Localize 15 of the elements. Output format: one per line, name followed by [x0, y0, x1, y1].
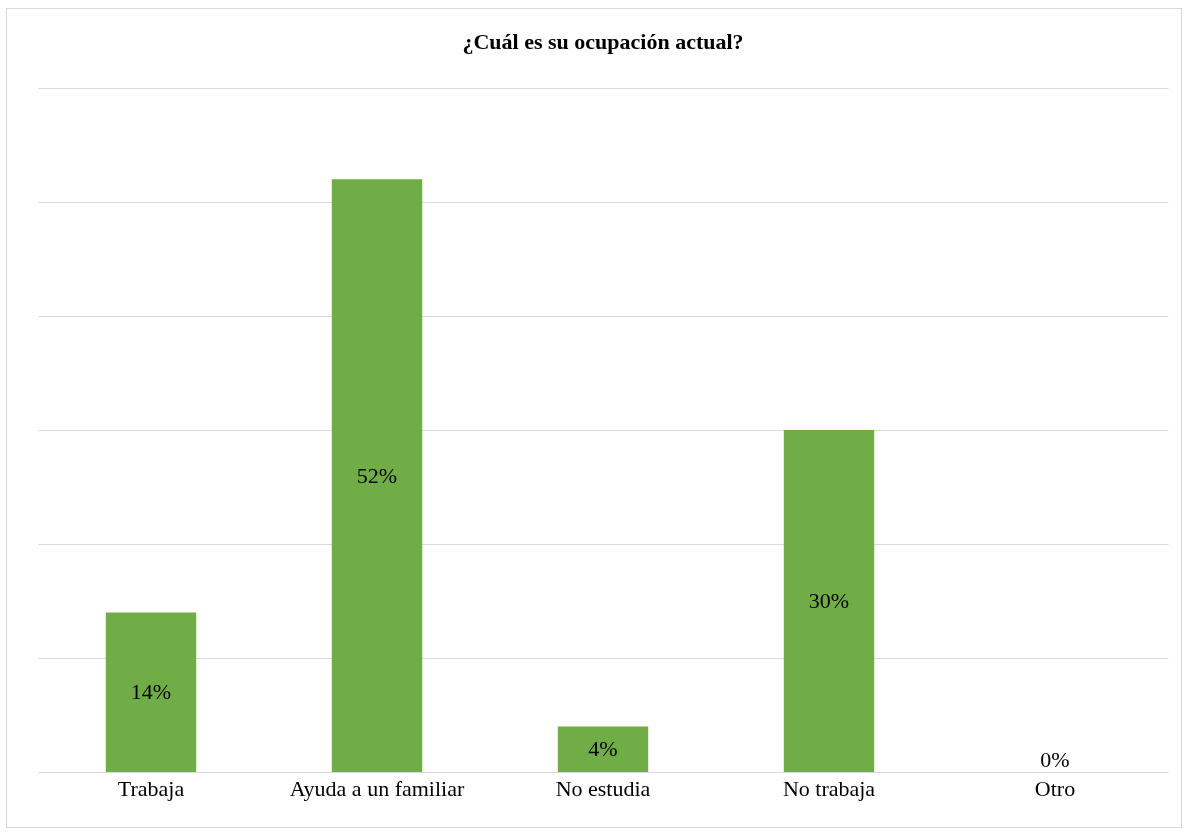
- x-tick-label: Trabaja: [117, 775, 185, 801]
- chart-title: ¿Cuál es su ocupación actual?: [462, 29, 744, 54]
- data-label: 52%: [356, 462, 398, 488]
- x-tick-label: No estudia: [555, 775, 651, 801]
- data-label: 0%: [1040, 747, 1070, 772]
- data-label: 30%: [808, 588, 850, 613]
- bar: [105, 612, 197, 772]
- x-tick-label: Otro: [1034, 775, 1076, 801]
- bar: [783, 430, 875, 772]
- bar: [557, 726, 649, 772]
- data-label: 14%: [130, 679, 172, 705]
- x-tick-label: No trabaja: [782, 775, 876, 801]
- x-tick-label: Ayuda a un familiar: [289, 775, 465, 801]
- data-label: 4%: [588, 736, 618, 762]
- bar: [331, 179, 423, 772]
